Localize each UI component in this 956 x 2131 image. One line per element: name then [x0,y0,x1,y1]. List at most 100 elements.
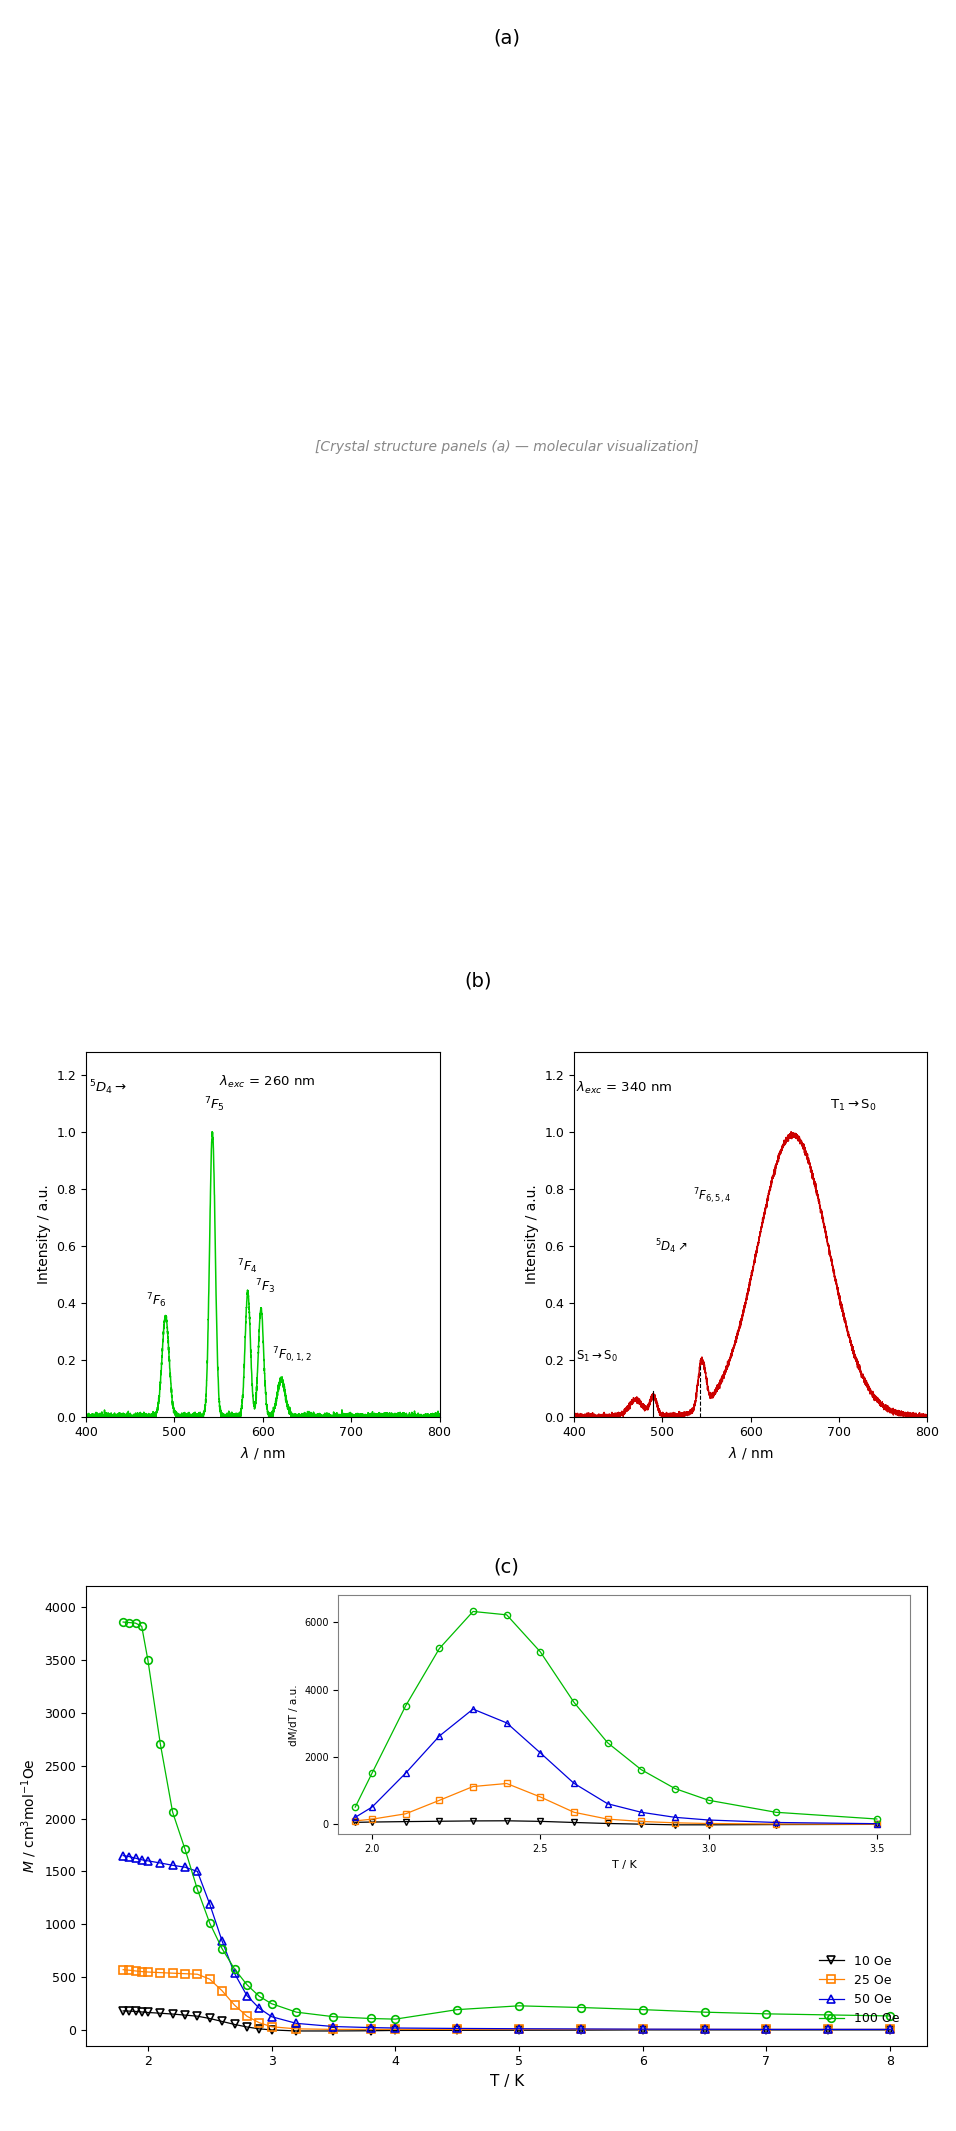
100 Oe [204,1909,215,1935]
Line: 10 Oe: 10 Oe [120,2007,894,2035]
25 Oe [118,1956,129,1982]
25 Oe [291,2016,302,2041]
50 Oe [204,1892,215,1918]
10 Oe [451,2018,463,2044]
10 Oe [241,2014,252,2039]
50 Oe [291,2010,302,2035]
10 Oe [216,2010,228,2035]
50 Oe [328,2014,339,2039]
100 Oe [884,2003,896,2029]
50 Oe [884,2016,896,2041]
100 Oe [155,1730,166,1756]
Y-axis label: $M$ / cm$^3$mol$^{-1}$Oe: $M$ / cm$^3$mol$^{-1}$Oe [19,1758,39,1873]
50 Oe [241,1982,252,2007]
Text: T$_1\rightarrow$S$_0$: T$_1\rightarrow$S$_0$ [830,1097,877,1112]
25 Oe [822,2016,834,2041]
10 Oe [365,2018,377,2044]
100 Oe [365,2005,377,2031]
Text: $^7F_4$: $^7F_4$ [237,1257,257,1276]
25 Oe [130,1958,141,1984]
10 Oe [637,2018,648,2044]
50 Oe [253,1995,265,2020]
100 Oe [136,1613,147,1639]
10 Oe [390,2018,402,2044]
25 Oe [123,1958,135,1984]
Text: (c): (c) [493,1558,520,1577]
100 Oe [637,1997,648,2022]
25 Oe [167,1961,179,1986]
25 Oe [513,2016,525,2041]
Text: $^7F_6$: $^7F_6$ [146,1291,166,1311]
Y-axis label: Intensity / a.u.: Intensity / a.u. [36,1185,51,1285]
10 Oe [328,2018,339,2044]
10 Oe [118,1999,129,2024]
100 Oe [451,1997,463,2022]
X-axis label: $\lambda$ / nm: $\lambda$ / nm [728,1445,773,1462]
25 Oe [637,2016,648,2041]
50 Oe [142,1848,154,1873]
10 Oe [142,1999,154,2024]
100 Oe [241,1971,252,1997]
25 Oe [253,2010,265,2035]
50 Oe [637,2016,648,2041]
25 Oe [576,2016,587,2041]
25 Oe [155,1961,166,1986]
X-axis label: $\lambda$ / nm: $\lambda$ / nm [240,1445,286,1462]
100 Oe [123,1609,135,1634]
100 Oe [761,2001,772,2027]
Text: [Crystal structure panels (a) — molecular visualization]: [Crystal structure panels (a) — molecula… [315,439,699,454]
25 Oe [328,2016,339,2041]
10 Oe [266,2018,277,2044]
10 Oe [180,2003,191,2029]
50 Oe [822,2016,834,2041]
100 Oe [180,1837,191,1862]
25 Oe [241,2003,252,2029]
25 Oe [191,1961,203,1986]
25 Oe [699,2016,710,2041]
10 Oe [291,2018,302,2044]
50 Oe [390,2016,402,2041]
Line: 100 Oe: 100 Oe [120,1617,894,2022]
10 Oe [513,2018,525,2044]
50 Oe [451,2016,463,2041]
10 Oe [699,2018,710,2044]
50 Oe [180,1854,191,1880]
Text: $^7F_{0,1,2}$: $^7F_{0,1,2}$ [272,1345,312,1366]
25 Oe [136,1958,147,1984]
50 Oe [513,2016,525,2041]
Text: $^7F_3$: $^7F_3$ [255,1276,275,1296]
25 Oe [365,2016,377,2041]
25 Oe [266,2014,277,2039]
10 Oe [136,1999,147,2024]
25 Oe [228,1992,240,2018]
Text: $\lambda_{exc}$ = 340 nm: $\lambda_{exc}$ = 340 nm [576,1080,673,1095]
Text: $^5D_4\nearrow$: $^5D_4\nearrow$ [655,1238,688,1255]
10 Oe [253,2016,265,2041]
10 Oe [822,2018,834,2044]
25 Oe [142,1958,154,1984]
50 Oe [576,2016,587,2041]
10 Oe [130,1999,141,2024]
Legend: 10 Oe, 25 Oe, 50 Oe, 100 Oe: 10 Oe, 25 Oe, 50 Oe, 100 Oe [814,1950,904,2031]
100 Oe [142,1647,154,1673]
50 Oe [155,1850,166,1875]
50 Oe [130,1845,141,1871]
100 Oe [699,1999,710,2024]
Line: 25 Oe: 25 Oe [120,1967,894,2033]
10 Oe [155,2001,166,2027]
Text: $^5D_4\rightarrow$: $^5D_4\rightarrow$ [89,1078,126,1097]
25 Oe [180,1961,191,1986]
50 Oe [216,1929,228,1954]
50 Oe [118,1843,129,1869]
100 Oe [291,1999,302,2024]
25 Oe [216,1978,228,2003]
100 Oe [576,1995,587,2020]
10 Oe [191,2003,203,2029]
100 Oe [328,2003,339,2029]
50 Oe [123,1843,135,1869]
Y-axis label: Intensity / a.u.: Intensity / a.u. [525,1185,538,1285]
100 Oe [130,1611,141,1637]
Line: 50 Oe: 50 Oe [120,1852,894,2033]
50 Oe [266,2003,277,2029]
50 Oe [699,2016,710,2041]
